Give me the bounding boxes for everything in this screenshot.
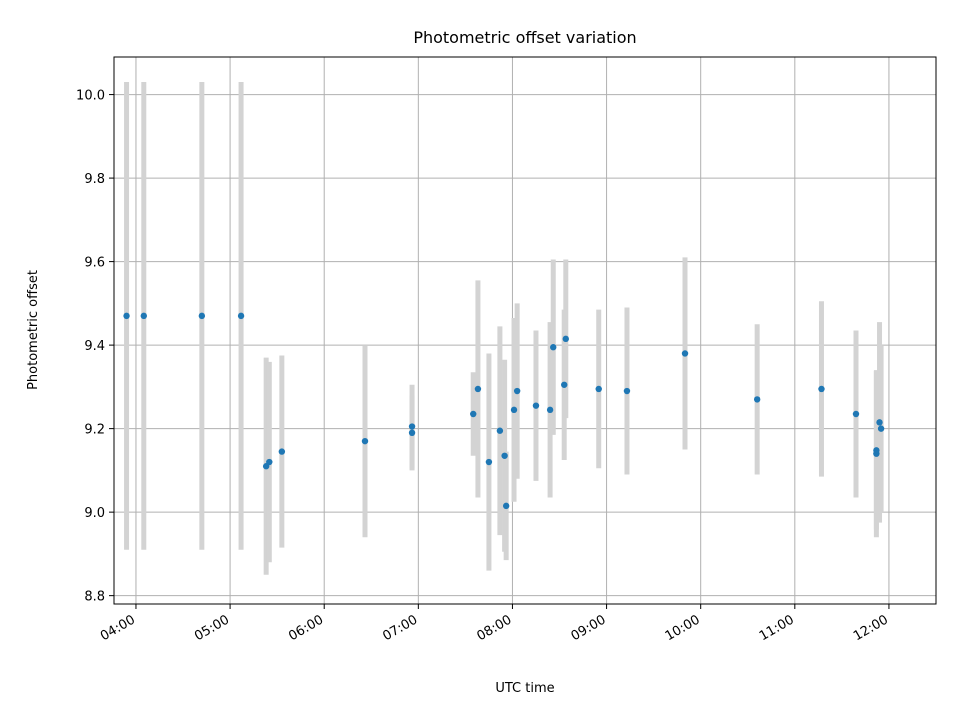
data-point: [513, 387, 521, 395]
data-point: [852, 410, 860, 418]
data-point: [753, 396, 761, 403]
data-point: [595, 385, 602, 393]
y-tick-label: 10.0: [76, 89, 105, 104]
data-point: [361, 437, 369, 445]
x-axis-label: UTC time: [495, 681, 554, 696]
data-point: [408, 423, 416, 430]
data-point: [474, 385, 482, 393]
data-point: [408, 429, 416, 437]
data-point: [876, 419, 883, 426]
y-tick-label: 9.2: [84, 423, 105, 438]
data-point: [278, 448, 286, 455]
data-point: [496, 427, 504, 434]
y-axis-ticks: 8.8 9.0 9.2 9.4 9.6 9.8 10.0: [76, 89, 114, 605]
grid: [114, 57, 936, 604]
chart-title: Photometric offset variation: [413, 28, 636, 47]
data-point: [681, 350, 689, 357]
data-point: [470, 410, 477, 418]
data-points: [123, 312, 885, 510]
y-tick-label: 9.8: [84, 172, 105, 187]
data-point: [266, 458, 273, 466]
y-tick-label: 9.6: [84, 256, 105, 271]
data-point: [502, 502, 510, 510]
data-point: [873, 447, 880, 454]
data-point: [623, 387, 631, 395]
data-point: [501, 452, 508, 459]
y-tick-label: 8.8: [84, 590, 105, 605]
data-point: [818, 385, 825, 393]
data-point: [485, 458, 493, 466]
y-tick-label: 9.0: [84, 506, 105, 521]
data-point: [546, 406, 554, 414]
data-point: [561, 381, 568, 388]
data-point: [532, 402, 540, 409]
y-axis-label: Photometric offset: [26, 270, 41, 390]
data-point: [140, 312, 148, 320]
data-point: [550, 344, 557, 351]
plot-frame: [113, 56, 937, 605]
data-point: [562, 335, 569, 343]
data-point: [237, 312, 245, 320]
y-tick-label: 9.4: [84, 339, 105, 354]
data-point: [877, 425, 885, 432]
data-point: [510, 406, 518, 414]
data-point: [123, 312, 130, 320]
data-point: [198, 312, 206, 320]
